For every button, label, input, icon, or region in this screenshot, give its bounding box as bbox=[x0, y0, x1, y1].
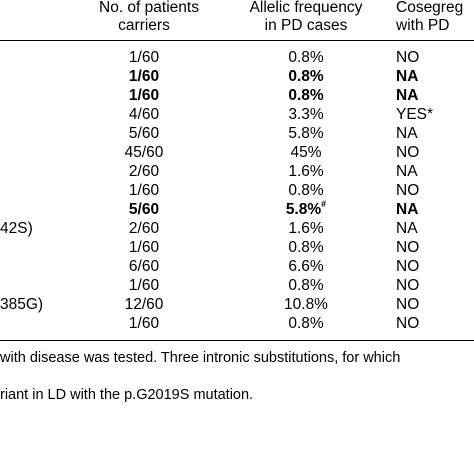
cell-cosegregation: NO bbox=[396, 144, 420, 161]
header-frequency-line2: in PD cases bbox=[264, 17, 348, 34]
footnote-line-2: riant in LD with the p.G2019S mutation. bbox=[0, 387, 254, 403]
cell-cosegregation: NO bbox=[396, 239, 420, 256]
cell-frequency: 0.8% bbox=[288, 277, 324, 294]
cell-frequency: 0.8% bbox=[288, 315, 324, 332]
cell-frequency: 1.6% bbox=[288, 163, 324, 180]
cell-frequency: 0.8% bbox=[288, 87, 324, 104]
cell-frequency: 45% bbox=[290, 144, 322, 161]
cell-variant-fragment: 385G) bbox=[0, 296, 44, 313]
cell-carriers: 1/60 bbox=[128, 239, 160, 256]
cell-frequency: 0.8% bbox=[288, 68, 324, 85]
cell-cosegregation: YES* bbox=[396, 106, 434, 123]
cell-frequency: 10.8% bbox=[284, 296, 328, 313]
cell-cosegregation: NA bbox=[396, 220, 418, 237]
cell-carriers: 1/60 bbox=[128, 182, 160, 199]
cell-cosegregation: NA bbox=[396, 201, 419, 218]
cell-cosegregation: NO bbox=[396, 258, 420, 275]
frequency-value: 5.8% bbox=[285, 201, 322, 218]
cell-carriers: 1/60 bbox=[128, 68, 160, 85]
cell-cosegregation: NA bbox=[396, 87, 419, 104]
footnote-marker: # bbox=[321, 199, 327, 209]
cell-carriers: 45/60 bbox=[124, 144, 164, 161]
cell-carriers: 1/60 bbox=[128, 87, 160, 104]
cell-carriers: 1/60 bbox=[128, 49, 160, 66]
header-rule bbox=[0, 40, 474, 41]
cell-carriers: 2/60 bbox=[128, 163, 160, 180]
cell-carriers: 6/60 bbox=[128, 258, 160, 275]
cell-frequency: 0.8% bbox=[288, 182, 324, 199]
header-carriers-line2: carriers bbox=[118, 17, 170, 34]
cell-cosegregation: NO bbox=[396, 182, 420, 199]
header-cosegregation-line2: with PD bbox=[396, 17, 450, 34]
cell-cosegregation: NO bbox=[396, 277, 420, 294]
cell-frequency: 6.6% bbox=[288, 258, 324, 275]
cell-frequency: 1.6% bbox=[288, 220, 324, 237]
header-cosegregation-line1: Cosegreg bbox=[396, 0, 464, 16]
cell-frequency: 3.3% bbox=[288, 106, 324, 123]
cell-carriers: 1/60 bbox=[128, 315, 160, 332]
cell-cosegregation: NO bbox=[396, 315, 420, 332]
cell-carriers: 2/60 bbox=[128, 220, 160, 237]
table-bottom-rule bbox=[0, 340, 474, 341]
cell-frequency: 5.8%# bbox=[236, 199, 376, 219]
cell-frequency: 0.8% bbox=[288, 49, 324, 66]
cell-frequency: 0.8% bbox=[288, 239, 324, 256]
cell-cosegregation: NO bbox=[396, 296, 420, 313]
cell-carriers: 4/60 bbox=[128, 106, 160, 123]
footnote-line-1: with disease was tested. Three intronic … bbox=[0, 350, 401, 366]
cell-carriers: 1/60 bbox=[128, 277, 160, 294]
header-frequency-line1: Allelic frequency bbox=[249, 0, 363, 16]
cell-variant-fragment: 42S) bbox=[0, 220, 33, 237]
header-carriers-line1: No. of patients bbox=[99, 0, 199, 16]
cell-carriers: 12/60 bbox=[124, 296, 164, 313]
cell-frequency: 5.8% bbox=[288, 125, 324, 142]
cell-cosegregation: NA bbox=[396, 125, 418, 142]
cell-cosegregation: NO bbox=[396, 49, 420, 66]
cell-carriers: 5/60 bbox=[128, 201, 160, 218]
cell-cosegregation: NA bbox=[396, 163, 418, 180]
cell-cosegregation: NA bbox=[396, 68, 419, 85]
cell-carriers: 5/60 bbox=[128, 125, 160, 142]
